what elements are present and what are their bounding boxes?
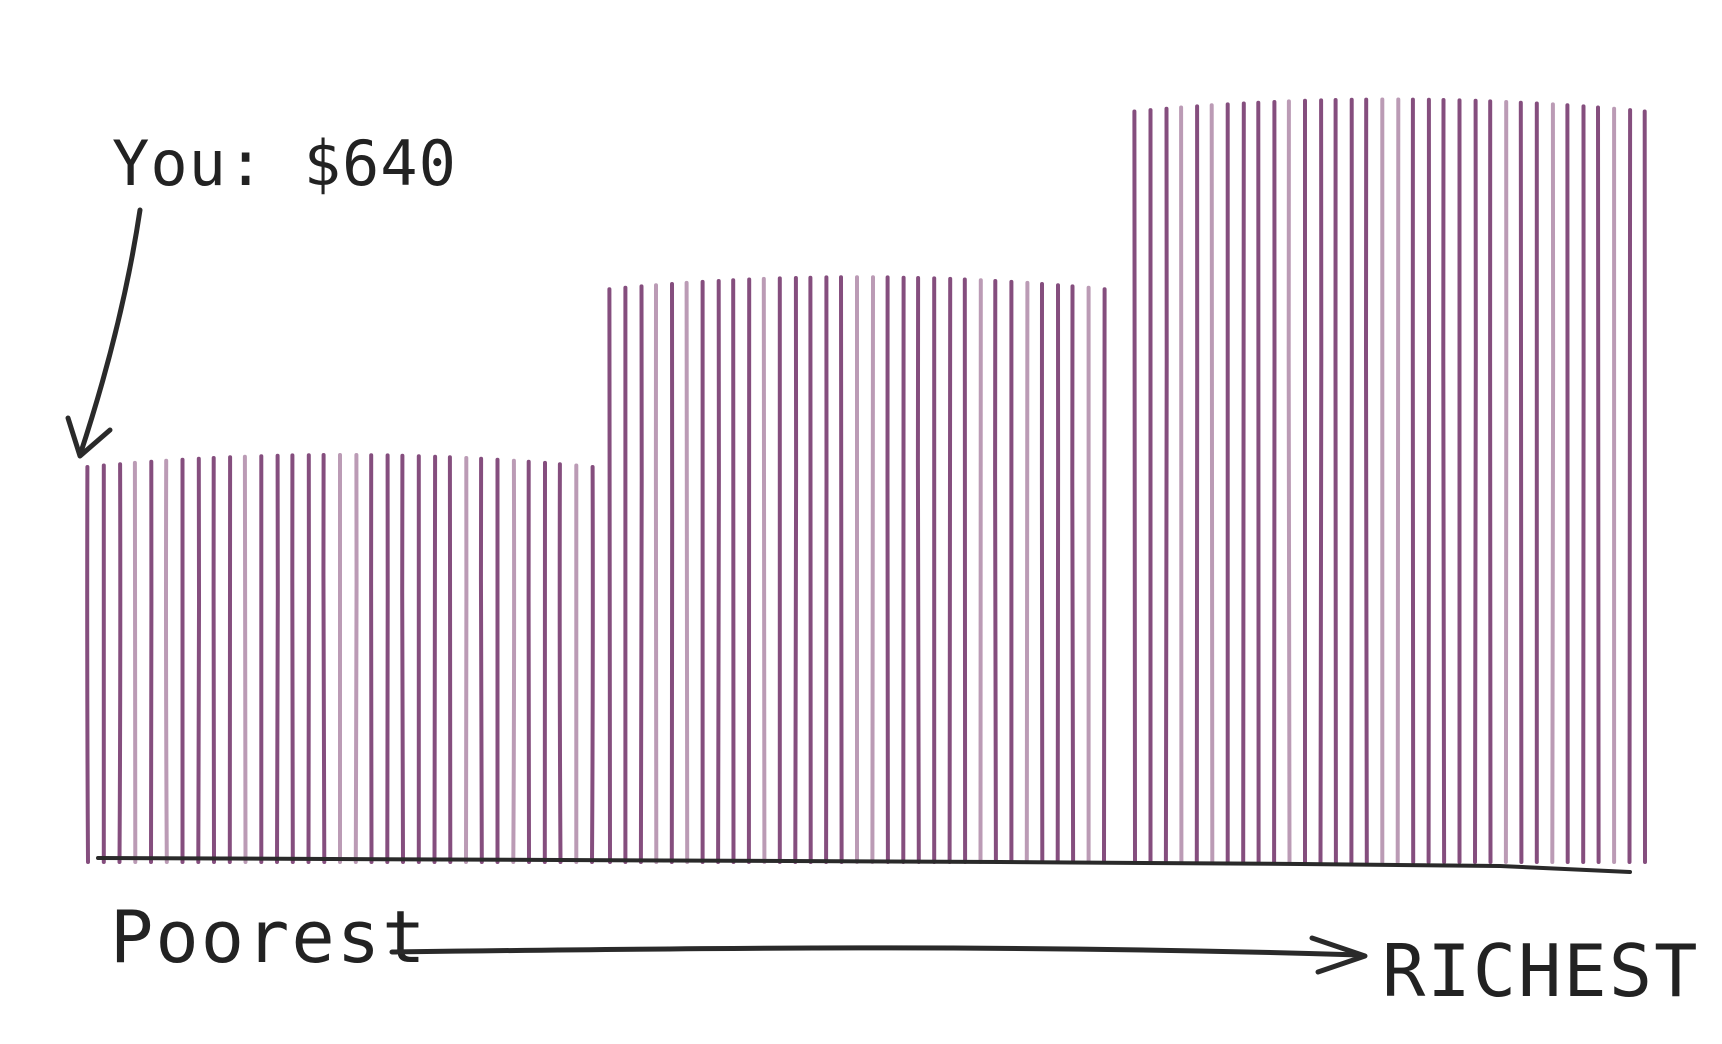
annotation-arrow (65, 207, 143, 459)
bar-line (1473, 98, 1478, 864)
bar-line (1209, 103, 1215, 864)
bar-line (870, 275, 876, 864)
bar-line (947, 276, 953, 864)
bar-line (478, 456, 484, 864)
bar-line (275, 453, 280, 864)
bar-line (321, 453, 327, 864)
bar-line (557, 462, 563, 864)
bar-line (638, 284, 644, 864)
bar-line (432, 454, 438, 864)
bar-line (1395, 97, 1401, 864)
bar-line (1132, 109, 1137, 864)
bar-line (1024, 280, 1030, 864)
bar-line (400, 453, 405, 864)
bar-line (684, 280, 690, 864)
bar-line (353, 453, 359, 864)
bar-line (1627, 108, 1633, 864)
bar-line (1102, 287, 1107, 864)
bars (85, 97, 1647, 864)
richest-label: RICHEST (1382, 929, 1699, 1013)
bar-line (607, 287, 612, 864)
bar-line (196, 456, 202, 864)
bar-line (993, 279, 998, 864)
bar-line (1518, 100, 1524, 864)
x-axis-baseline (96, 856, 1632, 874)
you-annotation-label: You: $640 (112, 127, 457, 200)
bar-line (1286, 99, 1292, 864)
bar-line (117, 462, 123, 864)
bar-line (85, 465, 90, 864)
bar-line (1595, 105, 1601, 864)
bar-line (1318, 98, 1324, 864)
bar-line (761, 276, 767, 864)
bar-line (1550, 102, 1556, 864)
bar-line (1163, 106, 1169, 864)
bar-line (793, 276, 799, 864)
bar-line (590, 465, 595, 864)
bar-line (716, 279, 721, 864)
bar-line (1364, 97, 1369, 864)
bar-line (242, 454, 248, 864)
bar-line (915, 276, 921, 864)
bar-line (164, 458, 169, 864)
bar-line (1241, 101, 1246, 864)
poorest-label: Poorest (110, 895, 427, 979)
bar-line (1070, 284, 1076, 864)
bar-line (1441, 98, 1447, 864)
bar-line (511, 458, 517, 864)
bar-line (838, 275, 844, 864)
direction-arrow (389, 935, 1368, 975)
